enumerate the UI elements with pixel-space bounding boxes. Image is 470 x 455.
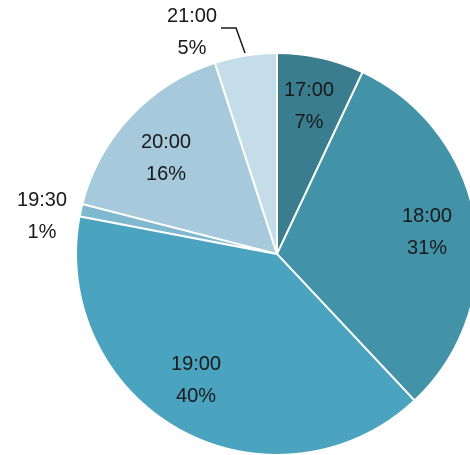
leader-line-2100 [221, 27, 246, 54]
slice-percent-text: 5% [178, 37, 207, 59]
slice-category-text: 17:00 [284, 79, 334, 101]
pie-slice-2100 [213, 51, 278, 255]
pie-slice-2000 [81, 61, 279, 256]
pie-slices [75, 51, 470, 455]
slice-category-text: 20:00 [141, 131, 191, 153]
slice-percent-text: 31% [407, 237, 447, 259]
pie-slice-1900 [75, 215, 417, 455]
slice-label-1930: 19:30 1% [17, 189, 67, 243]
slice-label-1900: 19:00 40% [171, 353, 221, 407]
slice-category-text: 21:00 [167, 5, 217, 27]
slice-category-text: 19:00 [171, 353, 221, 375]
slice-percent-text: 40% [176, 385, 216, 407]
leader-lines [221, 27, 246, 54]
slice-percent-text: 7% [295, 111, 324, 133]
slice-label-2000: 20:00 16% [141, 131, 191, 185]
slice-percent-text: 16% [146, 163, 186, 185]
slice-labels: 17:00 7% 18:00 31% 19:00 40% 19:30 1% 20:00 16% 21… [17, 5, 452, 407]
slice-label-1800: 18:00 31% [402, 205, 452, 259]
slice-label-2100: 21:00 5% [167, 5, 217, 59]
slice-percent-text: 1% [28, 221, 57, 243]
pie-slice-1800 [275, 70, 470, 402]
slice-category-text: 18:00 [402, 205, 452, 227]
slice-category-text: 19:30 [17, 189, 67, 211]
slice-label-1700: 17:00 7% [284, 79, 334, 133]
